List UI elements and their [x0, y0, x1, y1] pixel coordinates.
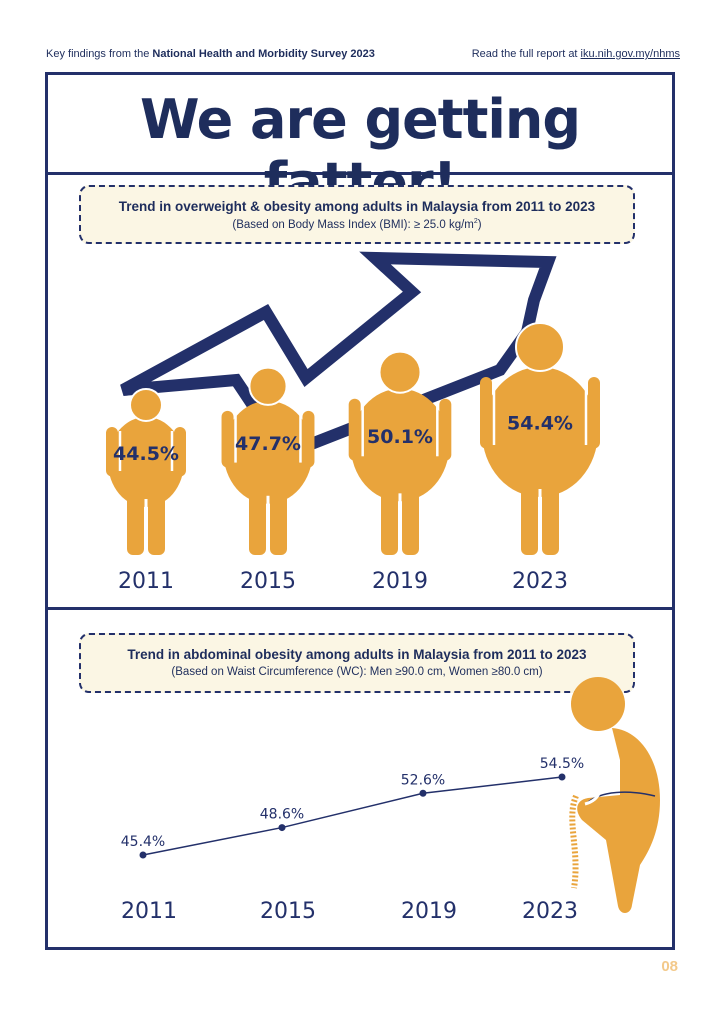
- bmi-subheading-sup: 2: [473, 218, 478, 225]
- page-number: 08: [661, 958, 678, 975]
- bmi-subheading: (Based on Body Mass Index (BMI): ≥ 25.0 …: [81, 218, 633, 231]
- header-source-prefix: Key findings from the: [46, 48, 153, 60]
- header-link-prefix: Read the full report at: [471, 48, 581, 60]
- bmi-subheading-text: (Based on Body Mass Index (BMI): ≥ 25.0 …: [232, 218, 474, 231]
- header-source: Key findings from the National Health an…: [46, 48, 375, 60]
- section-divider: [45, 607, 675, 610]
- wc-heading: Trend in abdominal obesity among adults …: [127, 647, 587, 662]
- bmi-caption-box: Trend in overweight & obesity among adul…: [79, 185, 635, 244]
- bmi-heading: Trend in overweight & obesity among adul…: [118, 199, 596, 214]
- wc-caption-box: Trend in abdominal obesity among adults …: [79, 633, 635, 693]
- title-divider: [45, 172, 675, 175]
- bmi-subheading-end: ): [477, 218, 482, 231]
- infographic-frame: [45, 72, 675, 950]
- wc-subheading: (Based on Waist Circumference (WC): Men …: [171, 666, 543, 678]
- header-report-link: Read the full report at iku.nih.gov.my/n…: [472, 48, 680, 60]
- header-survey-name: National Health and Morbidity Survey 202…: [152, 48, 375, 60]
- report-url-link[interactable]: iku.nih.gov.my/nhms: [580, 48, 680, 60]
